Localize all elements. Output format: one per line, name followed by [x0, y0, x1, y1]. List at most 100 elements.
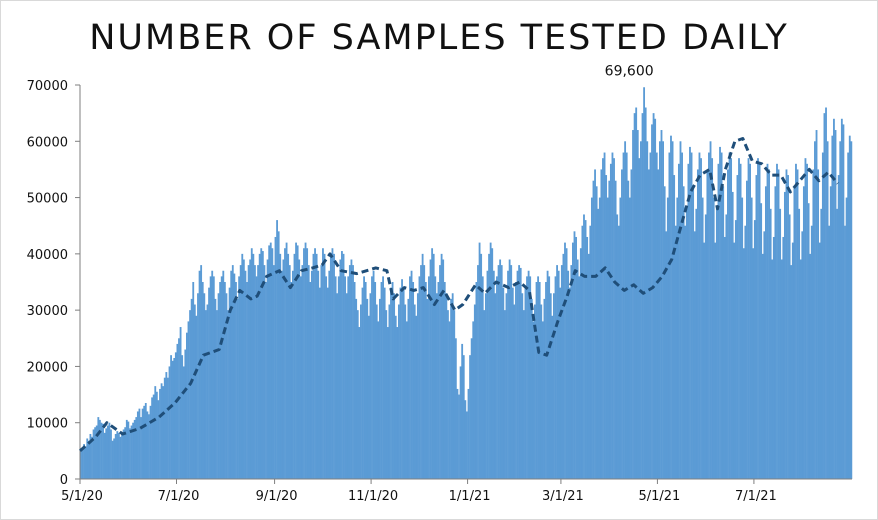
- bar: [223, 282, 226, 479]
- bar: [396, 327, 399, 479]
- y-tick-label: 0: [60, 473, 68, 488]
- bar: [480, 253, 483, 479]
- bar: [511, 287, 514, 479]
- bar: [273, 265, 275, 479]
- bar: [217, 293, 220, 479]
- bar: [125, 419, 128, 479]
- bar: [157, 400, 160, 479]
- bar: [802, 186, 805, 479]
- x-tick-label: 5/1/21: [638, 489, 680, 504]
- bar: [369, 293, 372, 479]
- bar: [451, 293, 454, 479]
- bar: [265, 282, 267, 479]
- bar: [619, 197, 622, 479]
- bar: [692, 186, 695, 479]
- bar: [711, 158, 714, 480]
- bar: [541, 321, 544, 479]
- bar: [391, 282, 394, 479]
- bar: [583, 214, 585, 479]
- bar: [791, 242, 794, 479]
- bar: [666, 197, 669, 479]
- bar: [219, 282, 222, 479]
- bar: [809, 253, 812, 479]
- bar: [415, 315, 418, 479]
- bar: [625, 152, 628, 480]
- bar: [632, 130, 634, 479]
- bar: [114, 433, 117, 479]
- bar: [261, 251, 264, 479]
- moving-average-line: [79, 137, 839, 453]
- bar: [374, 282, 377, 479]
- bar: [731, 191, 734, 479]
- bar: [130, 425, 133, 479]
- bar: [124, 427, 127, 479]
- bar: [447, 310, 449, 479]
- bar: [303, 248, 305, 479]
- bar: [606, 197, 609, 479]
- bar: [598, 197, 601, 479]
- bar: [739, 163, 742, 480]
- bar: [779, 208, 782, 479]
- bar: [453, 310, 456, 479]
- bar: [159, 388, 161, 479]
- bar: [356, 310, 359, 479]
- bar: [268, 245, 271, 479]
- bar: [284, 248, 286, 479]
- bar: [488, 253, 490, 479]
- bar: [823, 113, 826, 479]
- bar: [320, 265, 323, 479]
- bar: [163, 377, 166, 479]
- bar: [611, 152, 614, 480]
- bar: [848, 135, 851, 479]
- bar: [182, 366, 185, 479]
- bar: [647, 169, 650, 479]
- tick-labels: 0 10000 20000 30000 40000 50000 60000 70000 5/1/…: [27, 63, 777, 504]
- bar: [277, 231, 280, 479]
- bar: [317, 270, 320, 479]
- bar: [783, 191, 786, 479]
- bar: [769, 208, 772, 479]
- bar: [674, 225, 677, 479]
- bar: [269, 242, 272, 479]
- bar: [682, 186, 685, 479]
- bar: [263, 265, 266, 479]
- bar: [829, 186, 832, 479]
- bar: [549, 293, 552, 479]
- bar: [571, 242, 574, 479]
- bar: [102, 423, 104, 479]
- bar: [722, 186, 725, 479]
- bar: [413, 304, 416, 479]
- bar: [554, 276, 557, 479]
- bar: [679, 141, 682, 480]
- bar: [744, 225, 747, 479]
- bar: [831, 135, 834, 479]
- bar: [747, 158, 750, 480]
- bar: [651, 124, 653, 480]
- bar: [842, 124, 845, 480]
- bar: [836, 208, 839, 479]
- bar: [750, 197, 753, 479]
- bar: [459, 366, 462, 479]
- bar: [296, 245, 299, 479]
- bar-series: [80, 87, 853, 480]
- bar: [418, 276, 421, 479]
- bar: [502, 287, 505, 479]
- bar: [174, 352, 177, 479]
- bar: [171, 360, 174, 479]
- bar: [695, 208, 698, 479]
- bar: [233, 273, 236, 479]
- bar: [499, 259, 502, 479]
- bar: [586, 236, 589, 479]
- bar: [801, 231, 804, 479]
- bar: [481, 276, 484, 479]
- bar: [720, 152, 723, 480]
- bar: [133, 419, 136, 479]
- bar: [355, 298, 358, 479]
- bar: [201, 282, 204, 479]
- bar: [761, 253, 764, 479]
- bar: [516, 270, 519, 479]
- bar: [336, 293, 339, 479]
- bar: [337, 276, 340, 479]
- bar: [135, 417, 138, 479]
- bar: [609, 163, 612, 480]
